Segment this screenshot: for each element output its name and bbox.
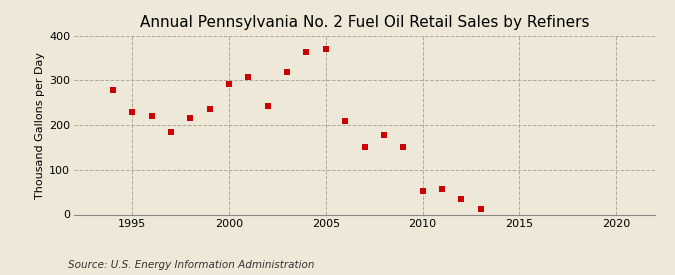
Point [379, 133, 389, 137]
Point [165, 130, 176, 134]
Point [359, 145, 370, 150]
Y-axis label: Thousand Gallons per Day: Thousand Gallons per Day [35, 52, 45, 199]
Point [437, 187, 448, 191]
Point [475, 207, 486, 211]
Point [301, 50, 312, 54]
Point [281, 69, 292, 74]
Text: Source: U.S. Energy Information Administration: Source: U.S. Energy Information Administ… [68, 260, 314, 270]
Point [398, 145, 408, 150]
Point [263, 104, 273, 108]
Point [146, 114, 157, 118]
Point [340, 119, 350, 123]
Point [456, 197, 466, 201]
Point [243, 75, 254, 79]
Title: Annual Pennsylvania No. 2 Fuel Oil Retail Sales by Refiners: Annual Pennsylvania No. 2 Fuel Oil Retai… [140, 15, 589, 31]
Point [321, 47, 331, 51]
Point [107, 88, 118, 92]
Point [185, 116, 196, 121]
Point [223, 81, 234, 86]
Point [205, 106, 215, 111]
Point [127, 109, 138, 114]
Point [417, 189, 428, 193]
